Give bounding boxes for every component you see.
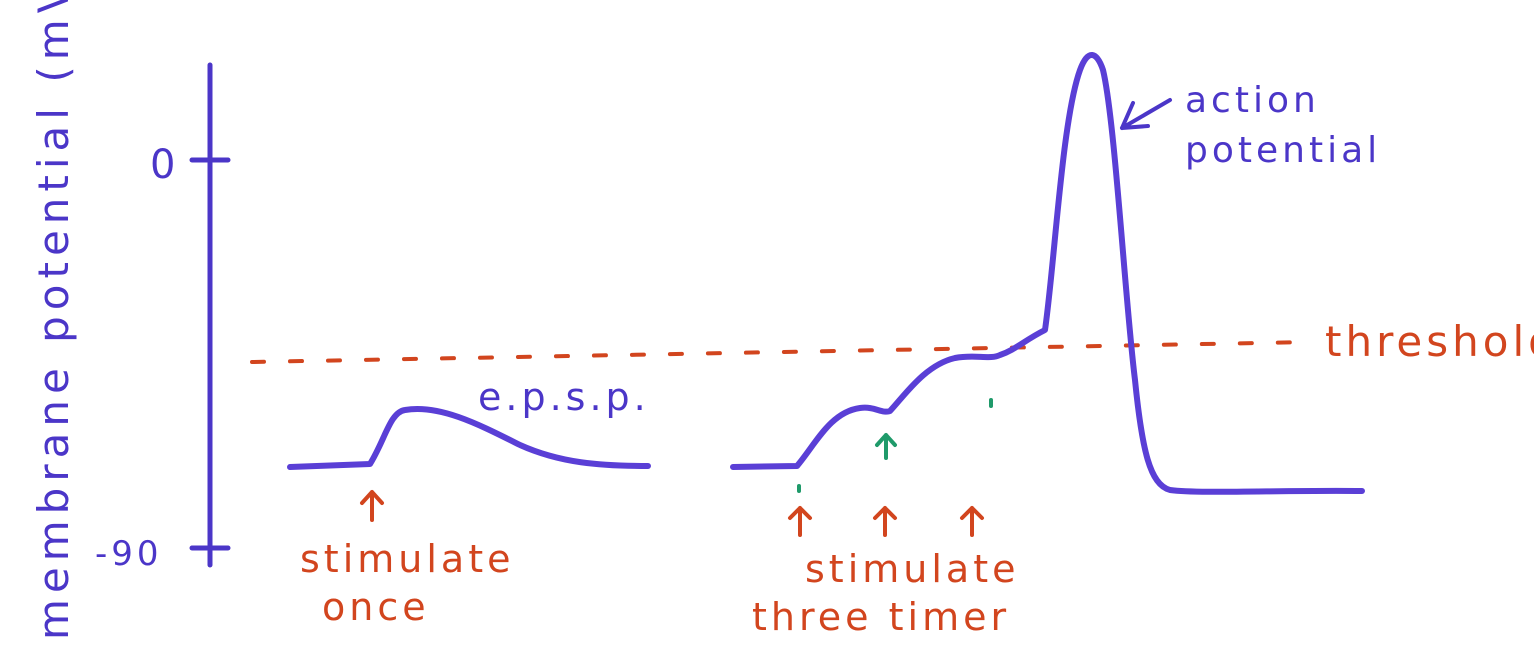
action-potential-label-line1: action — [1185, 80, 1320, 121]
stimulate-once-label-line2: once — [322, 585, 430, 629]
tick-label-zero: 0 — [150, 142, 179, 188]
epsp-trace — [287, 406, 651, 470]
green-mark-1 — [797, 484, 801, 493]
stimulate-arrow-3-icon — [960, 506, 984, 537]
summation-action-potential-trace — [730, 52, 1365, 495]
stimulate-arrow-2-icon — [873, 506, 897, 537]
stimulate-three-label-line2: three timer — [752, 595, 1010, 639]
threshold-line — [250, 340, 1312, 364]
action-potential-label-line2: potential — [1185, 130, 1381, 171]
stimulate-once-label-line1: stimulate — [300, 537, 514, 581]
green-mark-2 — [989, 398, 993, 408]
action-potential-arrow-icon — [1120, 98, 1172, 130]
threshold-label: threshold — [1325, 317, 1534, 366]
y-axis-label: membrane potential (mV) — [29, 0, 78, 640]
epsp-label: e.p.s.p. — [478, 375, 650, 419]
tick-label-minus90: -90 — [95, 534, 163, 574]
stimulate-three-label-line1: stimulate — [805, 547, 1019, 591]
green-arrow-icon — [875, 433, 897, 460]
stimulate-arrow-1-icon — [788, 506, 812, 537]
stimulate-once-arrow-icon — [360, 490, 384, 522]
